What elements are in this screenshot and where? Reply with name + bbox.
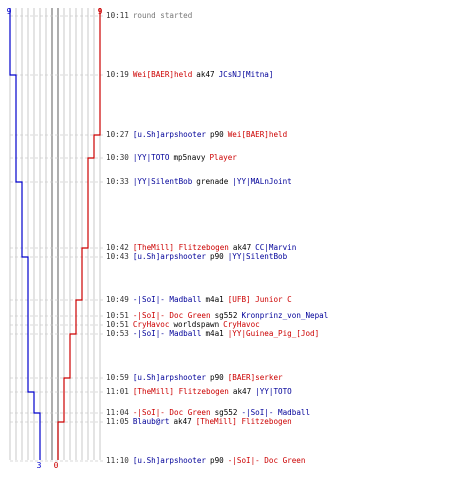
event-target: CC|Marvin xyxy=(255,243,297,252)
event-actor: [u.Sh]arpshooter xyxy=(132,252,207,261)
event-target: Player xyxy=(209,153,237,162)
event-actor: -|SoI|- Madball xyxy=(132,329,202,338)
event-weapon: m4a1 xyxy=(205,329,224,338)
event-actor: [u.Sh]arpshooter xyxy=(132,130,207,139)
event-weapon: ak47 xyxy=(232,387,252,396)
event-actor: -|SoI|- Doc Green xyxy=(132,408,211,417)
event-row: 11:04 -|SoI|- Doc Green sg552 -|SoI|- Madba… xyxy=(106,408,314,417)
event-weapon: mp5navy xyxy=(173,153,206,162)
event-weapon: p90 xyxy=(210,456,224,465)
event-actor: Wei[BAER]held xyxy=(132,70,193,79)
event-row: 10:49 -|SoI|- Madball m4a1 [UFB] Junior C xyxy=(106,295,296,304)
event-target: |YY|Guinea_Pig_[Jod] xyxy=(227,329,320,338)
event-time: 11:10 xyxy=(106,456,129,465)
event-actor: -|SoI|- Madball xyxy=(132,295,202,304)
event-actor: |YY|SilentBob xyxy=(132,177,193,186)
event-row: 10:30 |YY|TOTO mp5navy Player xyxy=(106,153,241,162)
blue-start-count: 9 xyxy=(7,7,12,16)
event-row: 10:59 [u.Sh]arpshooter p90 [BAER]serker xyxy=(106,373,287,382)
event-row: 10:27 [u.Sh]arpshooter p90 Wei[BAER]held xyxy=(106,130,291,139)
team-step-lines xyxy=(9,8,101,460)
event-target: |YY|MALnJoint xyxy=(232,177,292,186)
event-weapon: p90 xyxy=(210,252,224,261)
event-time: 10:51 xyxy=(106,320,129,329)
event-weapon: ak47 xyxy=(232,243,252,252)
event-time: 10:27 xyxy=(106,130,129,139)
event-weapon: p90 xyxy=(210,130,224,139)
red-team-line xyxy=(57,8,101,460)
event-target: [UFB] Junior C xyxy=(227,295,292,304)
event-target: Kronprinz_von_Nepal xyxy=(241,311,329,320)
event-row: 10:51 -|SoI|- Doc Green sg552 Kronprinz_von… xyxy=(106,311,332,320)
event-weapon: sg552 xyxy=(214,311,238,320)
event-actor: Blaub@rt xyxy=(132,417,170,426)
event-target: JCsNJ[Mitna] xyxy=(218,70,274,79)
blue-end-count: 3 xyxy=(37,461,42,470)
event-actor: CryHavoc xyxy=(132,320,170,329)
event-time: 11:04 xyxy=(106,408,129,417)
red-start-count: 9 xyxy=(98,7,103,16)
event-actor: -|SoI|- Doc Green xyxy=(132,311,211,320)
event-weapon: ak47 xyxy=(173,417,192,426)
event-time: 10:59 xyxy=(106,373,129,382)
event-target: |YY|TOTO xyxy=(255,387,292,396)
event-time: 11:01 xyxy=(106,387,129,396)
event-time: 10:51 xyxy=(106,311,129,320)
event-target: Wei[BAER]held xyxy=(227,130,288,139)
event-row: 11:05 Blaub@rt ak47 [TheMill] Flitzebogen xyxy=(106,417,296,426)
event-time: 10:42 xyxy=(106,243,129,252)
event-actor: |YY|TOTO xyxy=(132,153,170,162)
event-weapon: worldspawn xyxy=(173,320,220,329)
event-actor: [u.Sh]arpshooter xyxy=(132,456,207,465)
event-target: [TheMill] Flitzebogen xyxy=(195,417,292,426)
event-time: 10:33 xyxy=(106,177,129,186)
event-weapon: m4a1 xyxy=(205,295,224,304)
event-weapon: grenade xyxy=(196,177,229,186)
event-row: 10:19 Wei[BAER]held ak47 JCsNJ[Mitna] xyxy=(106,70,277,79)
event-row: 11:10 [u.Sh]arpshooter p90 -|SoI|- Doc Gree… xyxy=(106,456,309,465)
event-target: CryHavoc xyxy=(223,320,260,329)
event-row: 10:11 round started xyxy=(106,11,196,20)
event-time: 10:30 xyxy=(106,153,129,162)
event-weapon: p90 xyxy=(210,373,224,382)
event-actor: [u.Sh]arpshooter xyxy=(132,373,207,382)
event-actor: [TheMill] Flitzebogen xyxy=(132,387,229,396)
event-actor: [TheMill] Flitzebogen xyxy=(132,243,229,252)
event-time: 10:49 xyxy=(106,295,129,304)
event-time: 10:53 xyxy=(106,329,129,338)
event-target: -|SoI|- Doc Green xyxy=(227,456,306,465)
event-row: 10:33 |YY|SilentBob grenade |YY|MALnJoint xyxy=(106,177,296,186)
event-weapon: sg552 xyxy=(214,408,238,417)
event-row: 10:42 [TheMill] Flitzebogen ak47 CC|Marvin xyxy=(106,243,300,252)
event-target: [BAER]serker xyxy=(227,373,283,382)
event-time: 10:43 xyxy=(106,252,129,261)
event-row: 11:01 [TheMill] Flitzebogen ak47 |YY|TOTO xyxy=(106,387,296,396)
event-row: 10:51 CryHavoc worldspawn CryHavoc xyxy=(106,320,264,329)
event-row: 10:43 [u.Sh]arpshooter p90 |YY|SilentBob xyxy=(106,252,291,261)
event-row: 10:53 -|SoI|- Madball m4a1 |YY|Guinea_Pig_[… xyxy=(106,329,323,338)
event-actor: round started xyxy=(132,11,193,20)
event-time: 10:19 xyxy=(106,70,129,79)
event-weapon: ak47 xyxy=(196,70,215,79)
blue-team-line xyxy=(9,8,41,460)
event-target: |YY|SilentBob xyxy=(227,252,288,261)
event-time: 10:11 xyxy=(106,11,129,20)
event-target: -|SoI|- Madball xyxy=(241,408,311,417)
event-time: 11:05 xyxy=(106,417,129,426)
red-end-count: 0 xyxy=(54,461,59,470)
